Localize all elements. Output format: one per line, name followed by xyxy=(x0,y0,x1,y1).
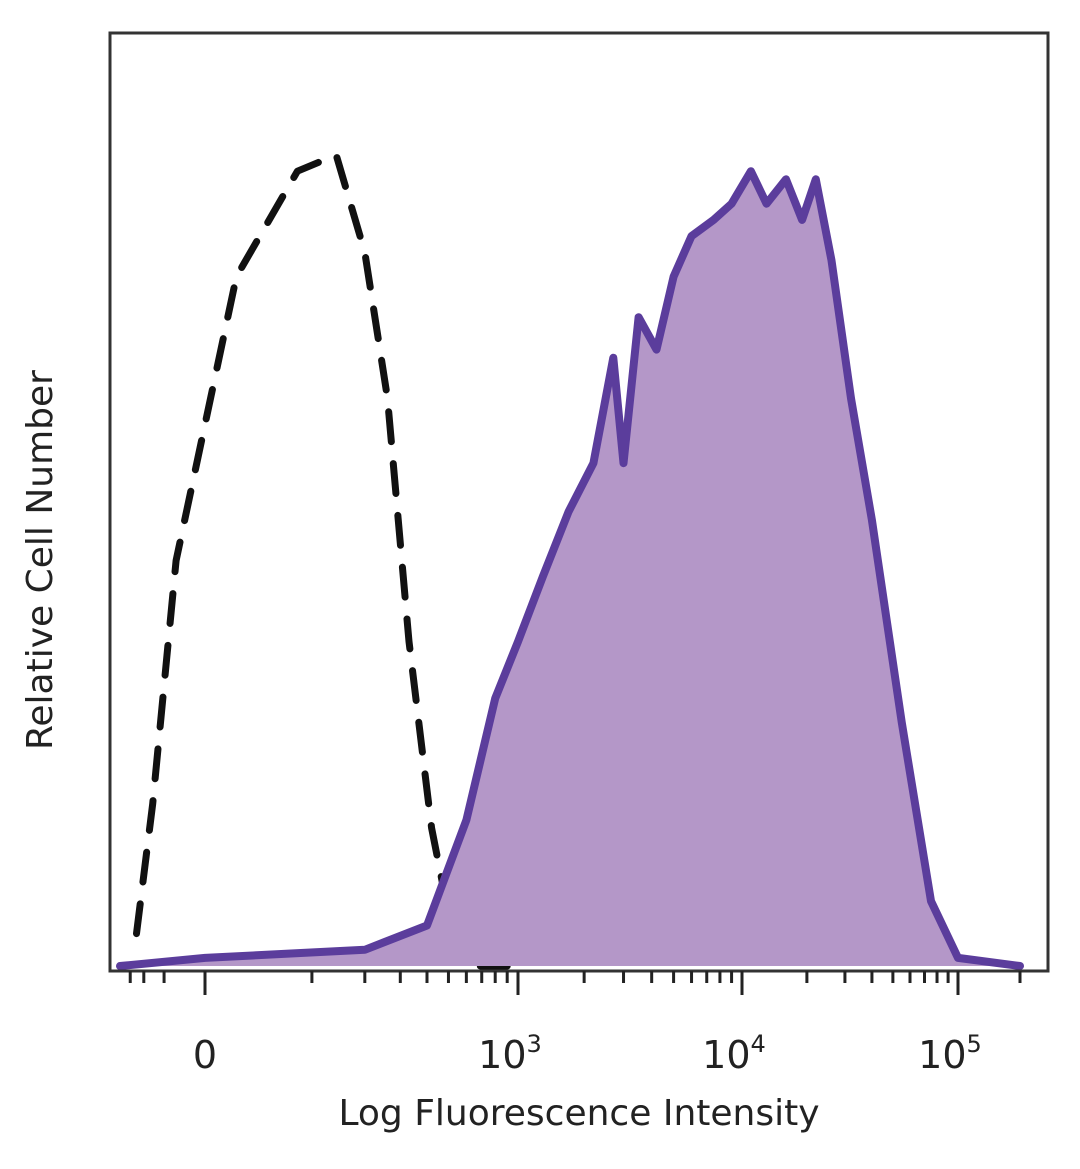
x-tick-label: 0 xyxy=(193,1033,217,1077)
x-axis-ticks: 0 103 104 105 xyxy=(128,971,1022,1077)
series-0-line xyxy=(133,151,511,970)
y-axis-title: Relative Cell Number xyxy=(20,370,61,750)
series-1-area xyxy=(120,171,1020,966)
x-tick-label: 105 xyxy=(918,1030,982,1077)
series-1-line xyxy=(116,167,1024,970)
x-tick-label: 103 xyxy=(478,1030,542,1077)
plot-layer xyxy=(116,151,1024,970)
x-tick-label: 104 xyxy=(702,1030,766,1077)
plot-frame xyxy=(108,31,1050,973)
x-axis-title: Log Fluorescence Intensity xyxy=(338,1093,819,1134)
